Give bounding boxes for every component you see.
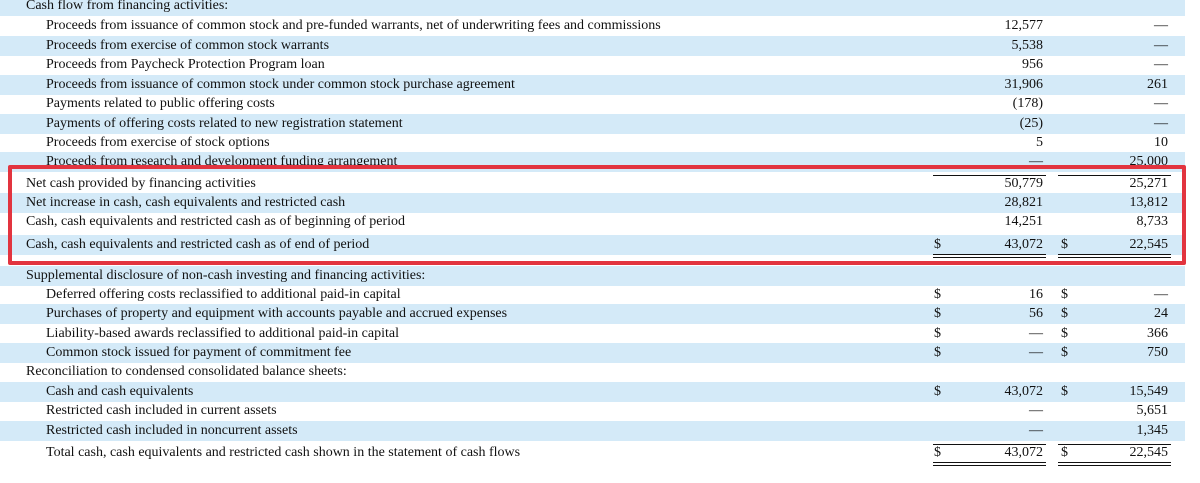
double-rule [933,462,1046,467]
row-label: Liability-based awards reclassified to a… [46,326,399,342]
row-label: Restricted cash included in noncurrent a… [46,423,298,439]
value-current: 50,779 [1004,176,1044,192]
currency-sign: $ [934,237,941,253]
section-label: Cash flow from financing activities: [26,0,229,14]
row-band [0,343,1185,363]
value-current: (178) [1012,96,1043,112]
currency-sign: $ [1061,326,1068,342]
row-label: Deferred offering costs reclassified to … [46,287,401,303]
value-prior: 13,812 [1129,195,1169,211]
double-rule [933,254,1046,259]
row-label: Proceeds from exercise of common stock w… [46,38,330,54]
row-label: Payments related to public offering cost… [46,96,275,112]
row-band [0,114,1185,134]
value-current: 43,072 [1004,237,1044,253]
value-prior: 15,549 [1129,384,1169,400]
currency-sign: $ [1061,237,1068,253]
highlight-box [8,165,1186,265]
value-prior: — [1154,38,1168,54]
value-prior: 366 [1147,326,1168,342]
value-prior: 1,345 [1136,423,1169,439]
row-label: Payments of offering costs related to ne… [46,116,403,132]
value-current: 14,251 [1004,214,1044,230]
value-prior: — [1154,18,1168,34]
row-band [0,382,1185,402]
value-current: 956 [1022,57,1043,73]
row-band [0,304,1185,324]
value-prior: 5,651 [1136,403,1169,419]
value-prior: 24 [1154,306,1168,322]
section-label: Cash, cash equivalents and restricted ca… [26,214,406,230]
value-prior: 25,271 [1129,176,1169,192]
value-prior: — [1154,287,1168,303]
row-band [0,193,1185,213]
row-band [0,235,1185,255]
currency-sign: $ [1061,345,1068,361]
value-current: 43,072 [1004,384,1044,400]
value-current: (25) [1019,116,1043,132]
row-label: Proceeds from Paycheck Protection Progra… [46,57,325,73]
section-label: Supplemental disclosure of non-cash inve… [26,268,426,284]
value-current: 43,072 [1004,445,1044,461]
row-label: Cash and cash equivalents [46,384,194,400]
currency-sign: $ [934,287,941,303]
section-label: Net increase in cash, cash equivalents a… [26,195,346,211]
value-current: — [1029,326,1043,342]
row-label: Total cash, cash equivalents and restric… [46,445,521,461]
row-label: Common stock issued for payment of commi… [46,345,352,361]
section-label: Reconciliation to condensed consolidated… [26,364,347,380]
value-current: 31,906 [1004,77,1044,93]
currency-sign: $ [934,326,941,342]
total-rule [1058,175,1171,177]
row-band [0,36,1185,56]
row-band [0,75,1185,95]
currency-sign: $ [934,306,941,322]
row-label: Purchases of property and equipment with… [46,306,508,322]
row-label: Proceeds from issuance of common stock a… [46,18,661,34]
value-prior: 750 [1147,345,1168,361]
value-prior: 261 [1147,77,1168,93]
value-prior: 10 [1154,135,1168,151]
value-current: — [1029,403,1043,419]
row-label: Restricted cash included in current asse… [46,403,277,419]
row-label: Proceeds from issuance of common stock u… [46,77,515,93]
value-prior: 22,545 [1129,237,1169,253]
currency-sign: $ [934,345,941,361]
row-band [0,0,1185,16]
total-rule [933,175,1046,177]
currency-sign: $ [934,445,941,461]
currency-sign: $ [934,384,941,400]
value-current: — [1029,423,1043,439]
currency-sign: $ [1061,287,1068,303]
value-current: 12,577 [1004,18,1044,34]
double-rule [1058,462,1171,467]
value-prior: 22,545 [1129,445,1169,461]
section-label: Net cash provided by financing activitie… [26,176,256,192]
row-band [0,421,1185,441]
currency-sign: $ [1061,445,1068,461]
row-label: Proceeds from exercise of stock options [46,135,270,151]
value-prior: — [1154,57,1168,73]
value-current: 28,821 [1004,195,1044,211]
total-rule [1058,444,1171,446]
currency-sign: $ [1061,306,1068,322]
row-band [0,266,1185,286]
value-prior: 8,733 [1136,214,1169,230]
total-rule [933,444,1046,446]
section-label: Cash, cash equivalents and restricted ca… [26,237,370,253]
value-current: 56 [1029,306,1043,322]
value-current: 5,538 [1011,38,1044,54]
value-current: — [1029,345,1043,361]
value-prior: — [1154,96,1168,112]
currency-sign: $ [1061,384,1068,400]
value-prior: — [1154,116,1168,132]
double-rule [1058,254,1171,259]
value-current: 16 [1029,287,1043,303]
value-current: 5 [1036,135,1043,151]
